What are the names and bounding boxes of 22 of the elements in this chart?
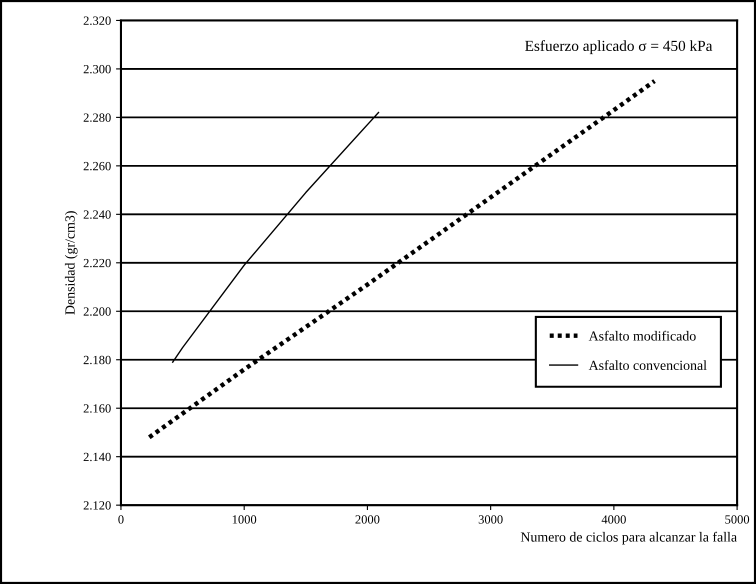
legend-label: Asfalto modificado	[588, 330, 696, 341]
y-axis-title: Densidad (gr/cm3)	[64, 211, 78, 315]
x-tick-label: 4000	[602, 515, 626, 524]
y-tick-label: 2.220	[84, 258, 111, 268]
legend-label: Asfalto convencional	[588, 360, 707, 370]
x-tick-label: 3000	[478, 515, 503, 524]
y-tick-label: 2.200	[84, 307, 111, 316]
y-tick-label: 2.280	[84, 113, 111, 122]
y-tick-label: 2.160	[84, 404, 111, 413]
x-tick-label: 0	[118, 515, 124, 524]
y-tick-label: 2.320	[84, 16, 111, 25]
y-tick-label: 2.140	[84, 452, 111, 462]
x-axis-title: Numero de ciclos para alcanzar la falla	[520, 532, 737, 545]
x-tick-label: 5000	[725, 515, 750, 524]
y-tick-label: 2.300	[84, 64, 111, 74]
y-tick-label: 2.240	[84, 210, 111, 219]
annotation: Esfuerzo aplicado σ = 450 kPa	[525, 40, 712, 54]
x-tick-label: 1000	[232, 515, 256, 524]
y-tick-label: 2.180	[84, 356, 111, 364]
y-tick-label: 2.120	[84, 501, 111, 510]
x-tick-label: 2000	[355, 515, 380, 524]
y-tick-label: 2.260	[84, 162, 111, 170]
